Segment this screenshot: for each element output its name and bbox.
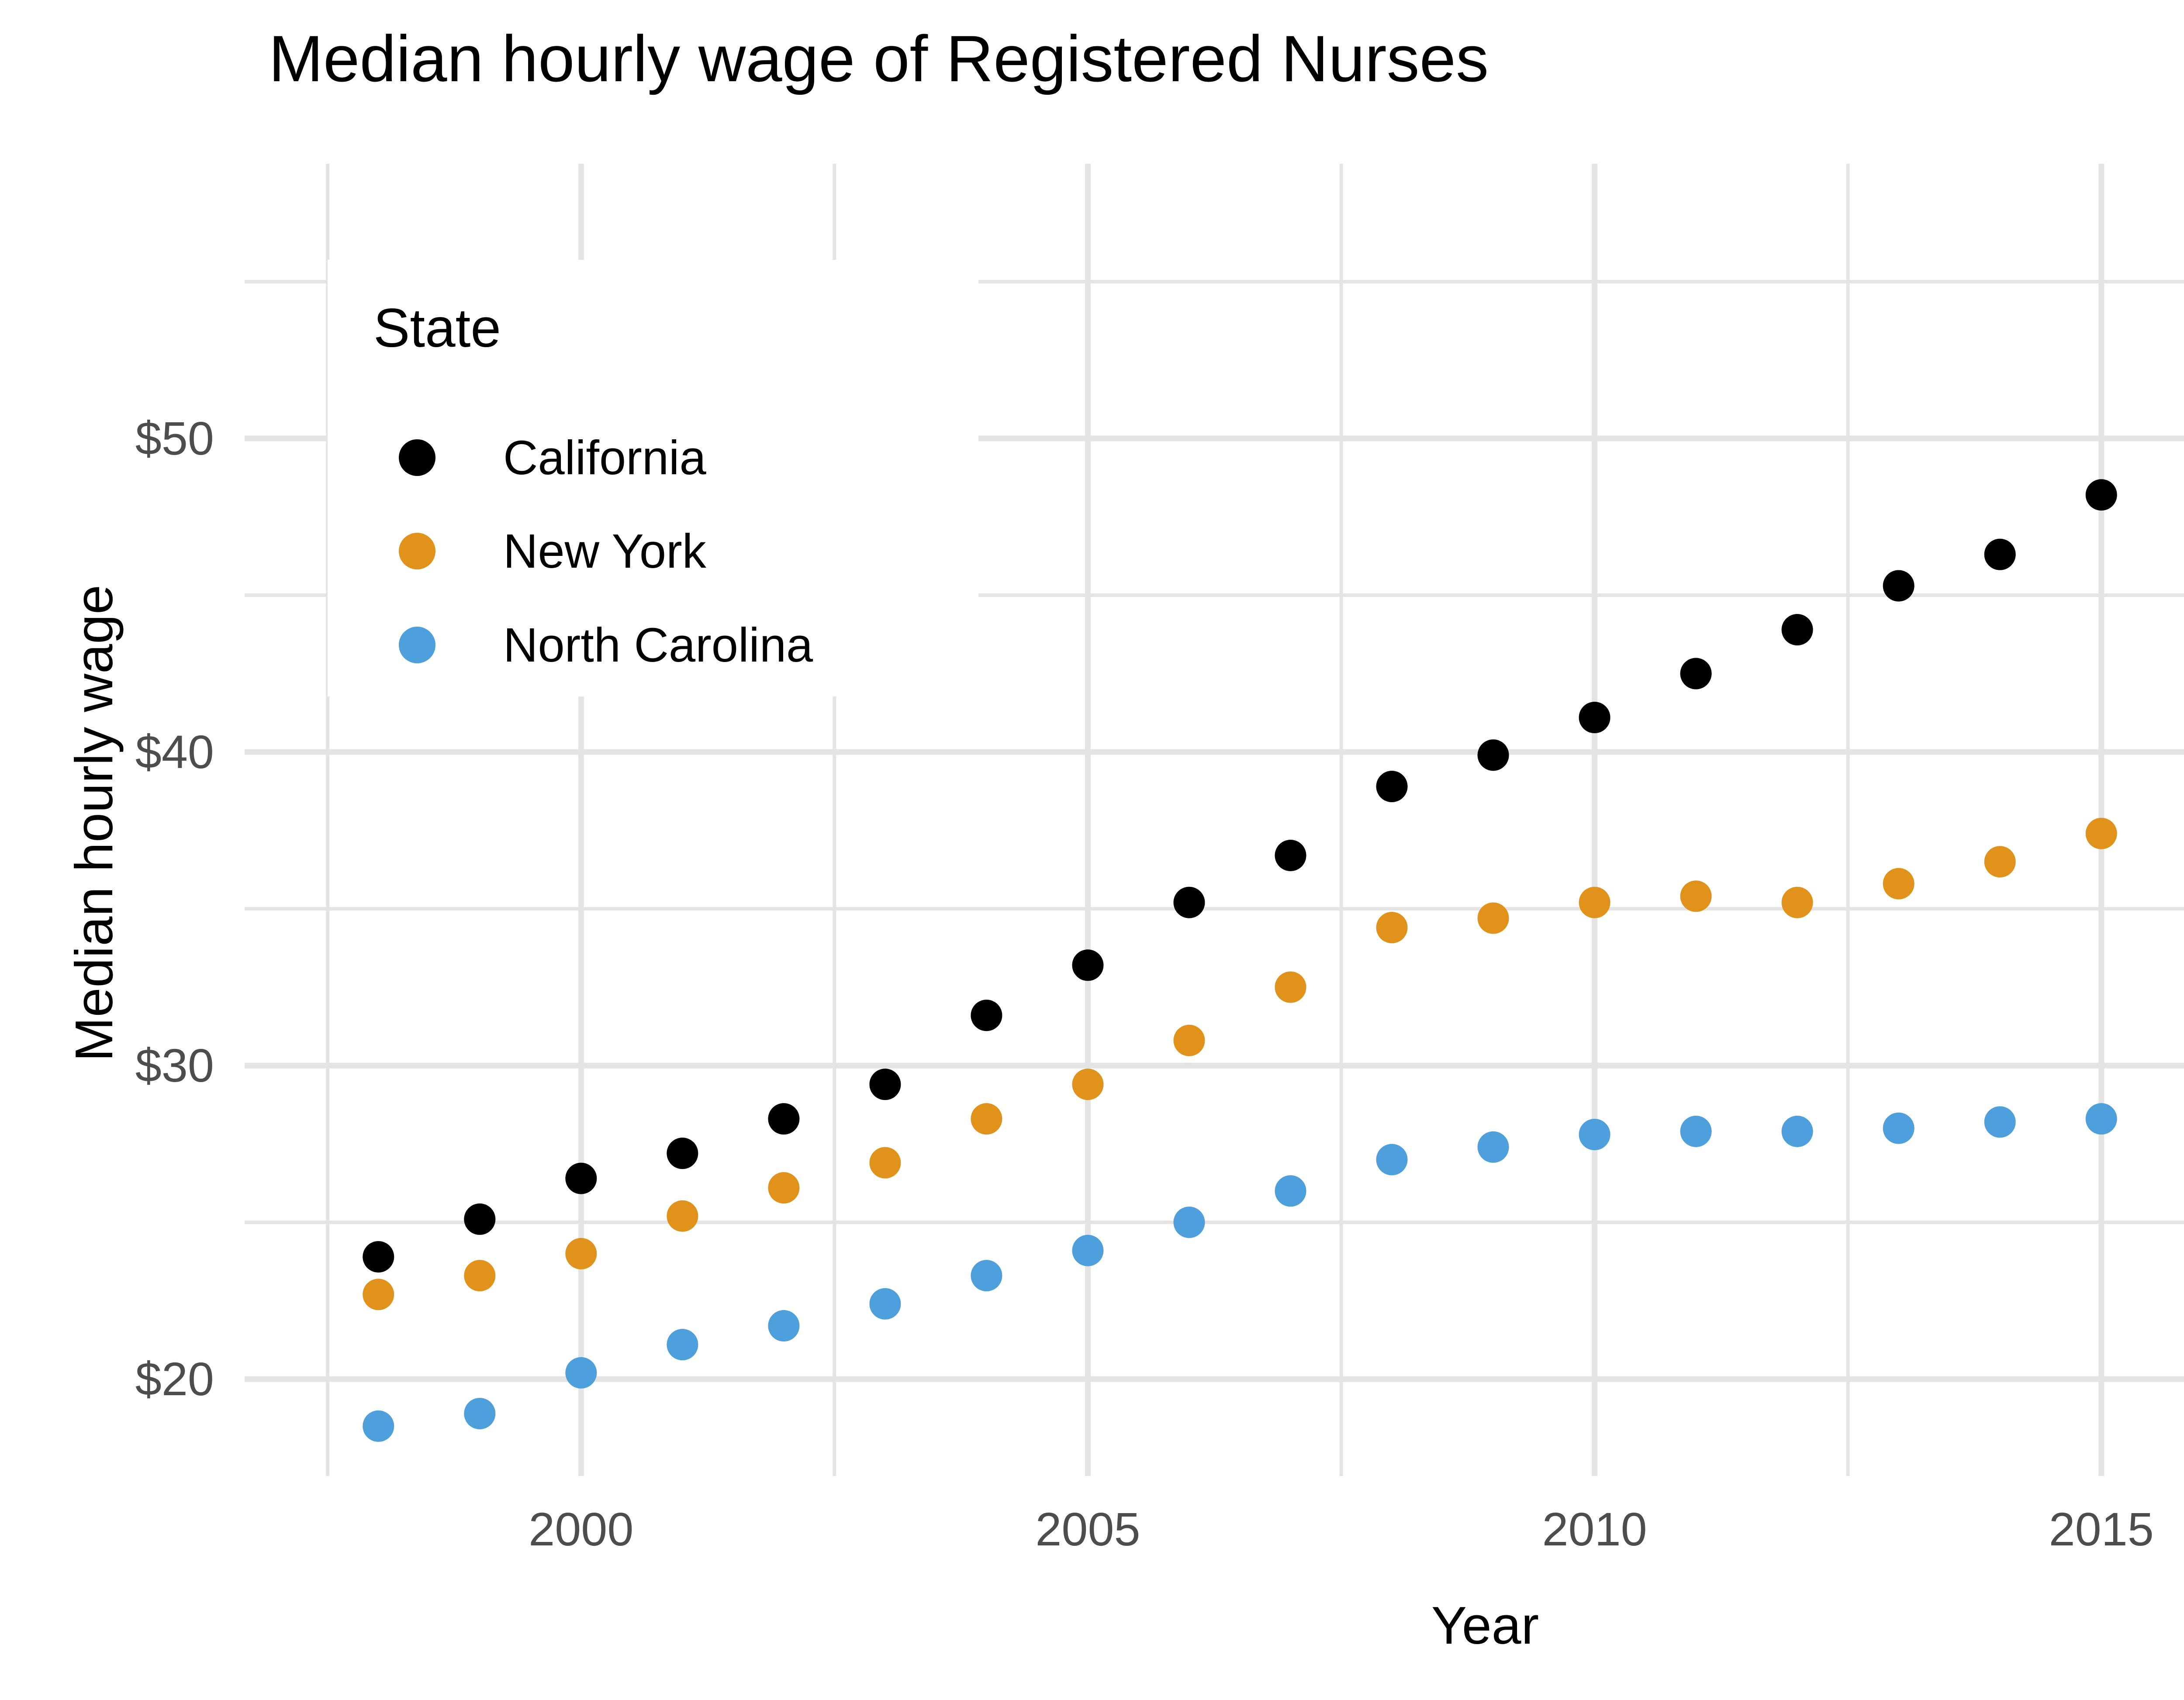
legend-swatch-new-york-icon (399, 533, 435, 569)
data-point-new-york (1072, 1069, 1104, 1100)
data-point-new-york (869, 1147, 901, 1179)
data-point-california (971, 1000, 1002, 1031)
data-point-north-carolina (1376, 1144, 1408, 1176)
data-point-north-carolina (1072, 1234, 1104, 1266)
legend-item-new-york: New York (328, 518, 706, 584)
data-point-north-carolina (1275, 1175, 1306, 1207)
data-point-north-carolina (1579, 1119, 1610, 1151)
x-tick-label: 2000 (529, 1503, 634, 1555)
data-point-california (565, 1162, 597, 1194)
data-point-california (1477, 739, 1509, 771)
data-point-north-carolina (869, 1288, 901, 1320)
y-tick-label: $50 (135, 412, 214, 465)
data-point-new-york (1477, 902, 1509, 934)
x-axis-title: Year (1431, 1596, 1539, 1655)
data-point-california (464, 1203, 496, 1235)
legend-label-california: California (503, 431, 706, 485)
y-tick-label: $20 (135, 1352, 214, 1406)
data-point-new-york (1275, 971, 1306, 1003)
data-point-north-carolina (1477, 1131, 1509, 1163)
data-point-new-york (1173, 1024, 1205, 1056)
data-point-new-york (565, 1238, 597, 1269)
data-point-new-york (1883, 868, 1914, 900)
data-point-new-york (1680, 880, 1712, 912)
data-point-north-carolina (971, 1260, 1002, 1292)
data-point-north-carolina (2085, 1103, 2117, 1135)
data-point-california (1579, 702, 1610, 734)
data-point-new-york (1781, 886, 1813, 918)
y-tick-label: $30 (135, 1039, 214, 1092)
x-tick-label: 2015 (2049, 1503, 2154, 1555)
legend: State California New York North Carolina (328, 260, 978, 697)
legend-swatch-california-icon (399, 439, 435, 476)
data-point-north-carolina (1984, 1106, 2016, 1138)
data-point-california (2085, 479, 2117, 511)
data-point-north-carolina (1781, 1115, 1813, 1147)
data-point-new-york (1376, 912, 1408, 944)
y-axis-title: Median hourly wage (64, 585, 124, 1062)
data-point-california (1984, 538, 2016, 570)
data-point-new-york (1984, 846, 2016, 878)
x-tick-label: 2010 (1542, 1503, 1647, 1555)
data-point-new-york (2085, 817, 2117, 849)
legend-label-north-carolina: North Carolina (503, 618, 813, 672)
data-point-california (363, 1241, 394, 1273)
data-point-new-york (1579, 886, 1610, 918)
data-point-california (1275, 839, 1306, 871)
data-point-california (667, 1138, 698, 1169)
legend-swatch-north-carolina-icon (399, 627, 435, 663)
data-point-north-carolina (464, 1398, 496, 1430)
legend-label-new-york: New York (503, 524, 706, 578)
data-point-california (869, 1069, 901, 1100)
legend-item-north-carolina: North Carolina (328, 612, 813, 678)
legend-title: State (373, 298, 501, 359)
data-point-california (1680, 658, 1712, 690)
data-point-new-york (464, 1260, 496, 1292)
data-point-california (1173, 886, 1205, 918)
chart-title: Median hourly wage of Registered Nurses (269, 22, 1489, 95)
data-point-north-carolina (565, 1357, 597, 1389)
data-point-north-carolina (1680, 1115, 1712, 1147)
data-point-north-carolina (1883, 1112, 1914, 1144)
data-point-california (1376, 771, 1408, 803)
legend-item-california: California (328, 425, 706, 490)
data-point-new-york (768, 1172, 800, 1204)
data-point-california (1883, 570, 1914, 602)
x-tick-label: 2005 (1035, 1503, 1140, 1555)
data-point-new-york (971, 1103, 1002, 1135)
data-point-california (1781, 614, 1813, 646)
data-point-north-carolina (667, 1329, 698, 1361)
data-point-new-york (667, 1200, 698, 1232)
data-point-california (1072, 949, 1104, 981)
data-point-north-carolina (1173, 1207, 1205, 1238)
y-tick-label: $40 (135, 725, 214, 779)
data-point-california (768, 1103, 800, 1135)
data-point-north-carolina (768, 1310, 800, 1342)
data-point-new-york (363, 1279, 394, 1310)
data-point-north-carolina (363, 1410, 394, 1442)
